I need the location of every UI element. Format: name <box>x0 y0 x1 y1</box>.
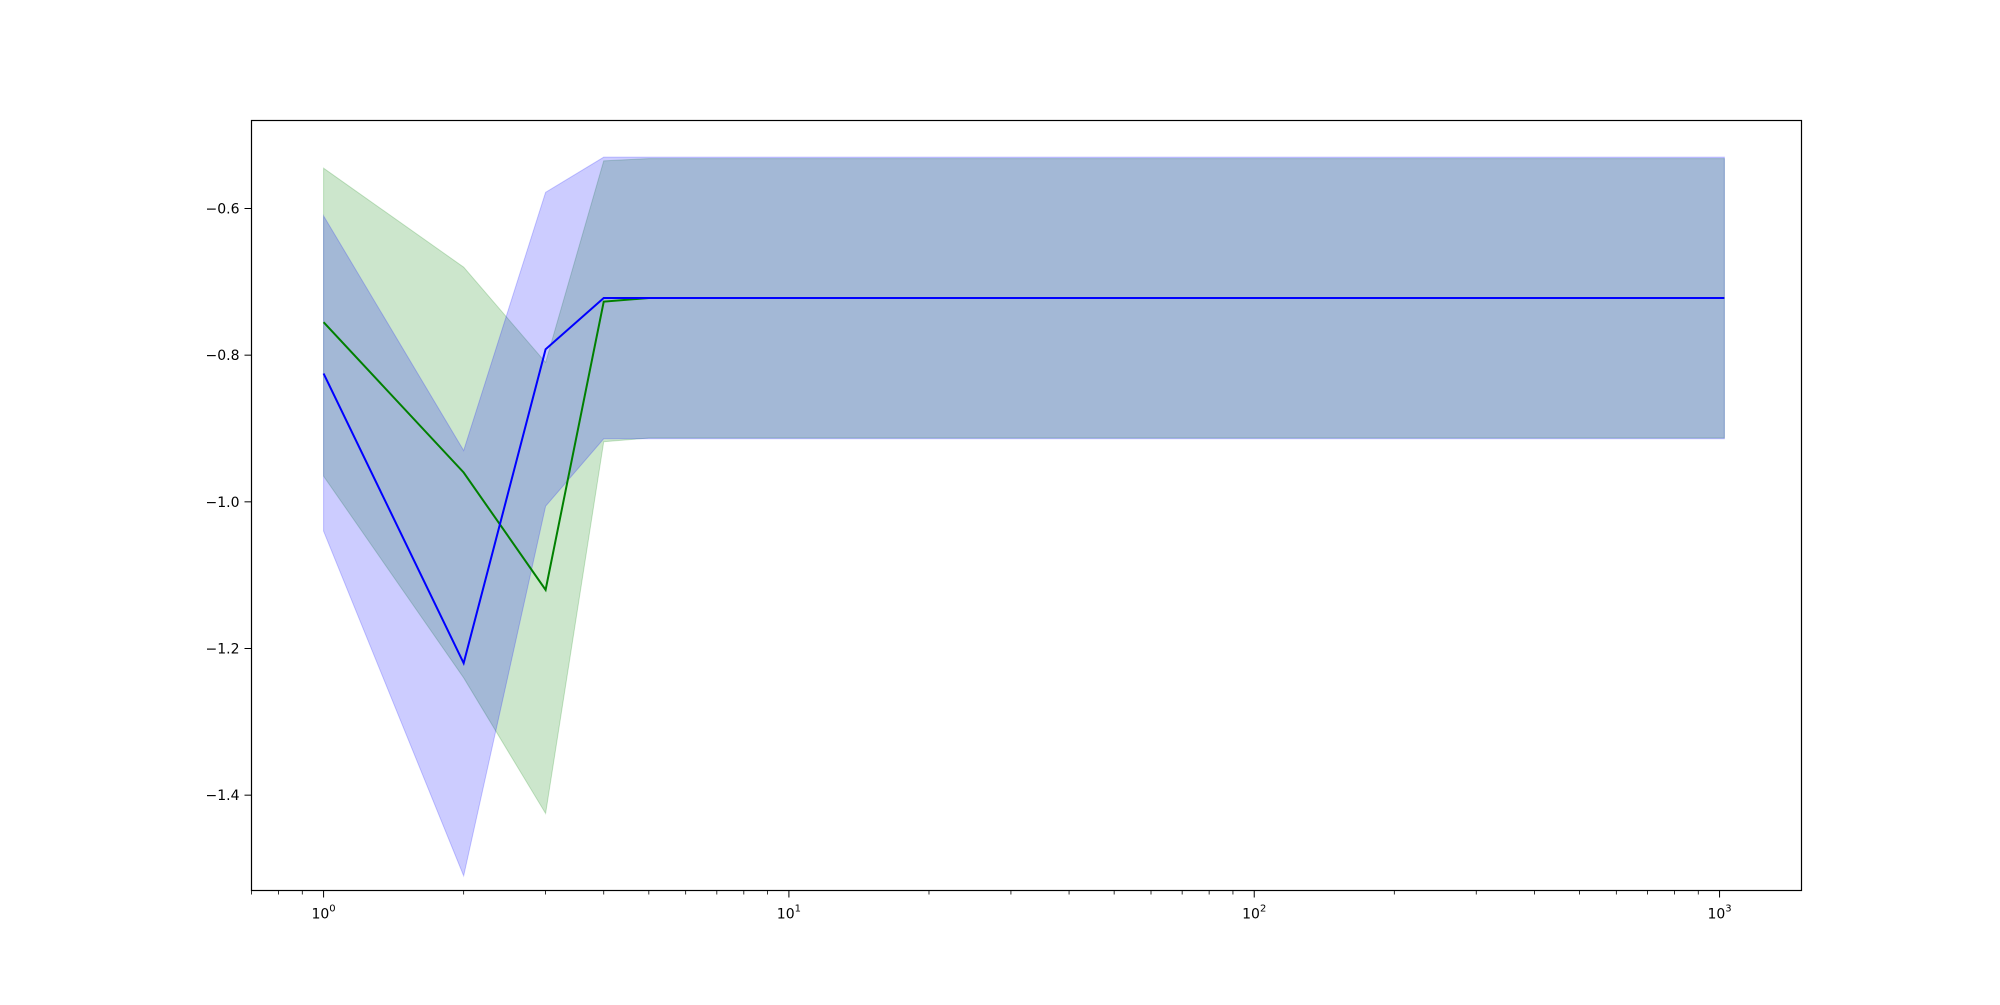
confidence-bands <box>323 156 1725 878</box>
series-lines <box>322 296 1725 667</box>
plot-frame <box>250 119 1803 892</box>
y-axis: −0.6 −0.8 −1.0 −1.2 −1.4 <box>206 202 252 804</box>
y-tick-label: −1.2 <box>206 642 240 658</box>
y-tick-label: −1.0 <box>206 495 240 511</box>
x-tick-label: 100 <box>311 904 335 923</box>
confidence-band-0 <box>323 158 1725 815</box>
x-tick-label: 102 <box>1242 904 1266 923</box>
y-tick-label: −1.4 <box>206 788 240 804</box>
x-axis: 100 101 102 103 <box>251 890 1732 923</box>
y-tick-label: −0.6 <box>206 202 240 218</box>
x-tick-label: 103 <box>1707 904 1731 923</box>
series-line-1 <box>322 296 1725 667</box>
confidence-band-1 <box>323 156 1725 878</box>
x-tick-label: 101 <box>777 904 801 923</box>
y-tick-label: −0.8 <box>206 348 240 364</box>
